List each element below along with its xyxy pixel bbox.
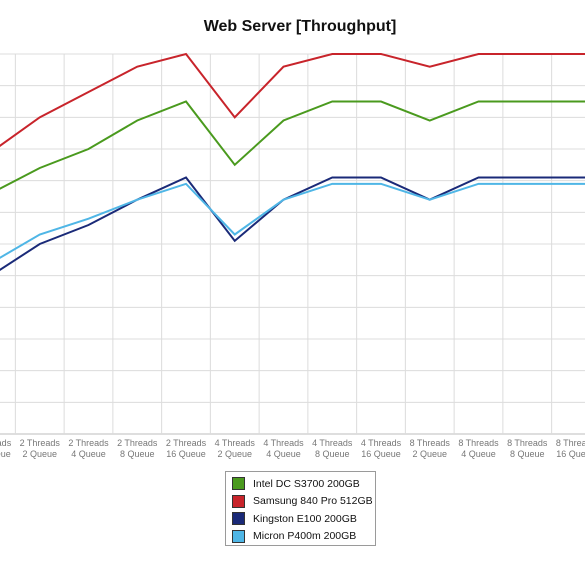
legend-item: Kingston E100 200GB <box>232 510 369 528</box>
legend-item: Intel DC S3700 200GB <box>232 475 369 493</box>
series-line-1 <box>0 52 585 147</box>
x-tick-label: 4 Threads 8 Queue <box>312 438 353 459</box>
series-line-3 <box>0 182 585 259</box>
legend-label: Kingston E100 200GB <box>253 512 357 525</box>
x-tick-label: 4 Threads 16 Queue <box>361 438 402 459</box>
x-tick-label: 8 Threads 8 Queue <box>507 438 548 459</box>
chart-title: Web Server [Throughput] <box>203 18 397 35</box>
grid <box>0 53 585 435</box>
legend-swatch <box>232 477 245 491</box>
x-tick-label: 2 Threads 16 Queue <box>166 438 207 459</box>
x-tick-label: 8 Threads 4 Queue <box>458 438 499 459</box>
legend-label: Micron P400m 200GB <box>253 530 357 543</box>
x-tick-label: 2 Threads 8 Queue <box>117 438 158 459</box>
series-line-2 <box>0 176 585 272</box>
legend-item: Samsung 840 Pro 512GB <box>232 493 373 511</box>
legend-label: Samsung 840 Pro 512GB <box>253 495 373 508</box>
x-tick-label: 8 Threads 2 Queue <box>410 438 451 459</box>
legend-swatch <box>232 512 245 526</box>
legend-item: Micron P400m 200GB <box>232 528 369 546</box>
x-tick-label: 2 Threads 2 Queue <box>20 438 61 459</box>
x-tick-label: 4 Threads 2 Queue <box>215 438 256 459</box>
series-line-0 <box>0 100 585 190</box>
x-tick-label: 4 Threads 4 Queue <box>263 438 304 459</box>
legend-swatch <box>232 529 245 543</box>
legend-label: Intel DC S3700 200GB <box>253 477 360 490</box>
legend: Intel DC S3700 200GB Samsung 840 Pro 512G… <box>225 471 376 546</box>
x-tick-label: 2 Threads 4 Queue <box>68 438 109 459</box>
legend-swatch <box>232 494 245 508</box>
series-lines <box>0 52 585 272</box>
